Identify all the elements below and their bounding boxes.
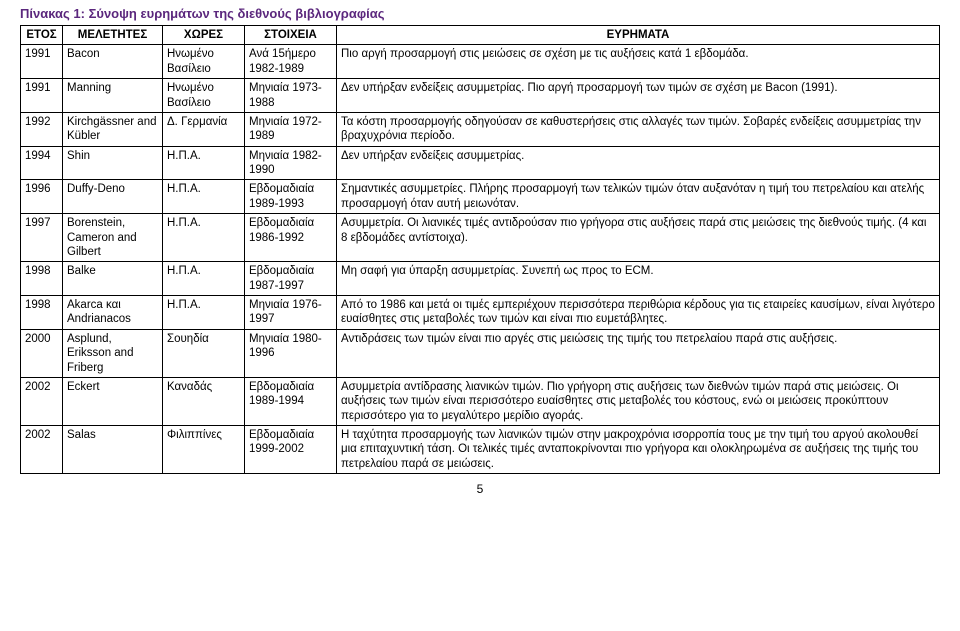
cell-findings: Πιο αργή προσαρμογή στις μειώσεις σε σχέ… bbox=[337, 45, 940, 79]
cell-authors: Eckert bbox=[63, 377, 163, 425]
table-row: 1998BalkeΗ.Π.Α.Εβδομαδιαία 1987-1997Μη σ… bbox=[21, 262, 940, 296]
table-row: 2002EckertΚαναδάςΕβδομαδιαία 1989-1994Ασ… bbox=[21, 377, 940, 425]
cell-countries: Η.Π.Α. bbox=[163, 146, 245, 180]
table-row: 1991BaconΗνωμένο ΒασίλειοΑνά 15ήμερο 198… bbox=[21, 45, 940, 79]
cell-findings: Αντιδράσεις των τιμών είναι πιο αργές στ… bbox=[337, 329, 940, 377]
cell-countries: Δ. Γερμανία bbox=[163, 112, 245, 146]
cell-authors: Kirchgässner and Kübler bbox=[63, 112, 163, 146]
cell-findings: Ασυμμετρία αντίδρασης λιανικών τιμών. Πι… bbox=[337, 377, 940, 425]
cell-data: Ανά 15ήμερο 1982-1989 bbox=[245, 45, 337, 79]
cell-findings: Ασυμμετρία. Οι λιανικές τιμές αντιδρούσα… bbox=[337, 214, 940, 262]
cell-data: Μηνιαία 1976-1997 bbox=[245, 296, 337, 330]
table-row: 2000Asplund, Eriksson and FribergΣουηδία… bbox=[21, 329, 940, 377]
cell-year: 1991 bbox=[21, 45, 63, 79]
cell-data: Μηνιαία 1972-1989 bbox=[245, 112, 337, 146]
cell-findings: Η ταχύτητα προσαρμογής των λιανικών τιμώ… bbox=[337, 426, 940, 474]
cell-data: Μηνιαία 1980-1996 bbox=[245, 329, 337, 377]
cell-year: 1994 bbox=[21, 146, 63, 180]
cell-findings: Τα κόστη προσαρμογής οδηγούσαν σε καθυστ… bbox=[337, 112, 940, 146]
cell-data: Μηνιαία 1982-1990 bbox=[245, 146, 337, 180]
table-row: 1994ShinΗ.Π.Α.Μηνιαία 1982-1990Δεν υπήρξ… bbox=[21, 146, 940, 180]
cell-findings: Μη σαφή για ύπαρξη ασυμμετρίας. Συνεπή ω… bbox=[337, 262, 940, 296]
cell-year: 1991 bbox=[21, 79, 63, 113]
cell-findings: Από το 1986 και μετά οι τιμές εμπεριέχου… bbox=[337, 296, 940, 330]
table-title: Πίνακας 1: Σύνοψη ευρημάτων της διεθνούς… bbox=[20, 6, 940, 21]
header-data: ΣΤΟΙΧΕΙΑ bbox=[245, 26, 337, 45]
cell-authors: Shin bbox=[63, 146, 163, 180]
cell-year: 2002 bbox=[21, 377, 63, 425]
cell-countries: Καναδάς bbox=[163, 377, 245, 425]
cell-year: 2000 bbox=[21, 329, 63, 377]
cell-year: 1997 bbox=[21, 214, 63, 262]
table-row: 1991ManningΗνωμένο ΒασίλειοΜηνιαία 1973-… bbox=[21, 79, 940, 113]
cell-year: 1996 bbox=[21, 180, 63, 214]
cell-authors: Balke bbox=[63, 262, 163, 296]
cell-authors: Salas bbox=[63, 426, 163, 474]
table-row: 1997Borenstein, Cameron and GilbertΗ.Π.Α… bbox=[21, 214, 940, 262]
cell-countries: Ηνωμένο Βασίλειο bbox=[163, 45, 245, 79]
cell-year: 1998 bbox=[21, 296, 63, 330]
cell-authors: Borenstein, Cameron and Gilbert bbox=[63, 214, 163, 262]
cell-authors: Duffy-Deno bbox=[63, 180, 163, 214]
cell-findings: Δεν υπήρξαν ενδείξεις ασυμμετρίας. Πιο α… bbox=[337, 79, 940, 113]
cell-data: Μηνιαία 1973-1988 bbox=[245, 79, 337, 113]
findings-table: ΕΤΟΣ ΜΕΛΕΤΗΤΕΣ ΧΩΡΕΣ ΣΤΟΙΧΕΙΑ ΕΥΡΗΜΑΤΑ 1… bbox=[20, 25, 940, 474]
cell-countries: Φιλιππίνες bbox=[163, 426, 245, 474]
header-authors: ΜΕΛΕΤΗΤΕΣ bbox=[63, 26, 163, 45]
cell-year: 2002 bbox=[21, 426, 63, 474]
cell-countries: Ηνωμένο Βασίλειο bbox=[163, 79, 245, 113]
cell-findings: Δεν υπήρξαν ενδείξεις ασυμμετρίας. bbox=[337, 146, 940, 180]
table-row: 2002SalasΦιλιππίνεςΕβδομαδιαία 1999-2002… bbox=[21, 426, 940, 474]
cell-data: Εβδομαδιαία 1987-1997 bbox=[245, 262, 337, 296]
cell-countries: Η.Π.Α. bbox=[163, 214, 245, 262]
cell-data: Εβδομαδιαία 1989-1993 bbox=[245, 180, 337, 214]
page-number: 5 bbox=[20, 482, 940, 496]
cell-countries: Η.Π.Α. bbox=[163, 296, 245, 330]
table-row: 1998Akarca και AndrianacosΗ.Π.Α.Μηνιαία … bbox=[21, 296, 940, 330]
header-countries: ΧΩΡΕΣ bbox=[163, 26, 245, 45]
table-header-row: ΕΤΟΣ ΜΕΛΕΤΗΤΕΣ ΧΩΡΕΣ ΣΤΟΙΧΕΙΑ ΕΥΡΗΜΑΤΑ bbox=[21, 26, 940, 45]
cell-findings: Σημαντικές ασυμμετρίες. Πλήρης προσαρμογ… bbox=[337, 180, 940, 214]
cell-data: Εβδομαδιαία 1986-1992 bbox=[245, 214, 337, 262]
header-findings: ΕΥΡΗΜΑΤΑ bbox=[337, 26, 940, 45]
cell-countries: Η.Π.Α. bbox=[163, 262, 245, 296]
table-row: 1996Duffy-DenoΗ.Π.Α.Εβδομαδιαία 1989-199… bbox=[21, 180, 940, 214]
cell-year: 1998 bbox=[21, 262, 63, 296]
cell-authors: Bacon bbox=[63, 45, 163, 79]
cell-authors: Asplund, Eriksson and Friberg bbox=[63, 329, 163, 377]
cell-countries: Η.Π.Α. bbox=[163, 180, 245, 214]
cell-authors: Akarca και Andrianacos bbox=[63, 296, 163, 330]
cell-countries: Σουηδία bbox=[163, 329, 245, 377]
cell-authors: Manning bbox=[63, 79, 163, 113]
cell-year: 1992 bbox=[21, 112, 63, 146]
table-row: 1992Kirchgässner and KüblerΔ. ΓερμανίαΜη… bbox=[21, 112, 940, 146]
cell-data: Εβδομαδιαία 1989-1994 bbox=[245, 377, 337, 425]
header-year: ΕΤΟΣ bbox=[21, 26, 63, 45]
cell-data: Εβδομαδιαία 1999-2002 bbox=[245, 426, 337, 474]
